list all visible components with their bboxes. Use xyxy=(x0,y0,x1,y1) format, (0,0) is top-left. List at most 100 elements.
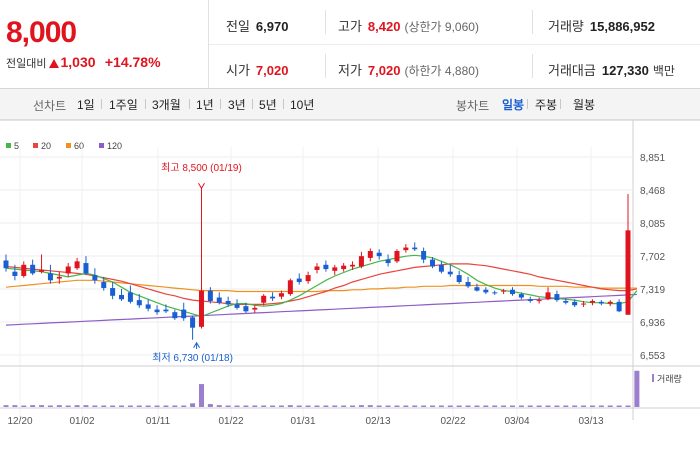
volume-bar xyxy=(65,405,71,407)
period-3y[interactable]: 3년 xyxy=(228,98,246,112)
volume-bar xyxy=(509,405,515,407)
y-tick-label: 8,468 xyxy=(640,186,665,197)
volume-bar xyxy=(358,405,364,407)
candle-body xyxy=(394,251,400,262)
volume-bar xyxy=(625,405,631,407)
period-weekly[interactable]: 주봉 xyxy=(535,98,558,112)
candle-body xyxy=(350,264,356,267)
amount-value: 127,330 xyxy=(601,63,649,78)
volume-bar xyxy=(492,405,498,407)
candle-body xyxy=(172,312,178,319)
candle-body xyxy=(589,300,595,303)
candle-body xyxy=(421,251,427,260)
high-stat: 고가 8,420 (상한가 9,060) xyxy=(338,16,479,35)
volume-bar xyxy=(430,405,436,407)
period-daily[interactable]: 일봉 xyxy=(502,98,525,112)
divider xyxy=(209,44,700,45)
line-chart-label: 선차트 xyxy=(33,99,67,113)
open-value: 7,020 xyxy=(255,63,289,78)
legend-label-20: 20 xyxy=(41,141,51,151)
candle-body xyxy=(545,292,551,300)
candle-body xyxy=(376,252,382,257)
candle-body xyxy=(21,264,27,276)
candle-body xyxy=(181,309,187,319)
x-axis: 12/20 01/02 01/11 01/22 01/31 02/13 02/22 03/04… xyxy=(7,416,603,427)
volume-bar xyxy=(305,405,311,407)
volume-bar xyxy=(110,405,116,407)
candle-body xyxy=(243,306,249,312)
volume-bar xyxy=(287,405,293,407)
ma60-line xyxy=(5,279,637,293)
divider xyxy=(325,54,326,78)
x-tick-label: 01/31 xyxy=(290,416,315,427)
volume-bar xyxy=(39,405,45,407)
period-1d[interactable]: 1일 xyxy=(77,98,95,112)
candle-body xyxy=(47,273,53,281)
change-label: 전일대비 xyxy=(6,58,47,70)
price-chart[interactable]: 5 20 60 120 8,851 8,468 8,085 7,702 7,319 6,936 6… xyxy=(0,120,700,450)
upper-limit: (상한가 9,060) xyxy=(404,20,479,34)
ma20-line xyxy=(5,263,638,305)
volume-bar xyxy=(341,405,347,407)
divider xyxy=(527,99,528,109)
volume-bar xyxy=(554,405,560,407)
y-tick-label: 6,936 xyxy=(640,318,665,329)
y-tick-label: 7,702 xyxy=(640,252,665,263)
candle-body xyxy=(474,287,480,291)
candle-body xyxy=(509,289,515,295)
volume-bar xyxy=(278,405,284,407)
candle-body xyxy=(598,301,604,304)
volume-bar xyxy=(314,405,320,407)
candle-body xyxy=(198,290,204,327)
period-monthly[interactable]: 월봉 xyxy=(573,98,596,112)
period-1y[interactable]: 1년 xyxy=(196,98,214,112)
candle-body xyxy=(456,275,462,283)
candle-body xyxy=(323,264,329,270)
volume-bar xyxy=(634,370,640,407)
candle-body xyxy=(92,275,98,281)
candle-body xyxy=(492,292,498,294)
volume-bar xyxy=(270,405,276,407)
volume-bar xyxy=(243,405,249,407)
y-tick-label: 8,851 xyxy=(640,153,665,164)
divider xyxy=(252,99,253,109)
candle-body xyxy=(234,304,240,308)
divider xyxy=(145,99,146,109)
volume-bar xyxy=(447,405,453,407)
volume-value: 15,886,952 xyxy=(589,19,655,34)
candle-body xyxy=(110,288,116,296)
volume-bar xyxy=(296,405,302,407)
volume-bar xyxy=(190,403,196,407)
candle-body xyxy=(501,290,507,292)
period-10y[interactable]: 10년 xyxy=(290,98,315,112)
amount-label: 거래대금 xyxy=(548,63,596,78)
change-percent: +14.78% xyxy=(104,54,161,70)
y-tick-label: 7,319 xyxy=(640,285,665,296)
divider xyxy=(560,99,561,109)
legend-label-5: 5 xyxy=(14,141,19,151)
candle-body xyxy=(385,259,391,264)
legend-swatch-5 xyxy=(6,143,11,148)
low-label: 저가 xyxy=(338,63,362,78)
candle-body xyxy=(430,259,436,267)
candle-body xyxy=(572,301,578,306)
volume-bar xyxy=(47,405,53,407)
candle-body xyxy=(163,309,169,312)
candle-body xyxy=(403,247,409,251)
candle-body xyxy=(305,275,311,282)
period-5y[interactable]: 5년 xyxy=(259,98,277,112)
legend-swatch-20 xyxy=(33,143,38,148)
quote-summary: 8,000 전일대비 1,030 +14.78% 전일 6,970 고가 8,420(… xyxy=(0,0,700,89)
x-tick-label: 01/02 xyxy=(69,416,94,427)
period-1w[interactable]: 1주일 xyxy=(109,98,138,112)
divider xyxy=(220,99,221,109)
volume-bar xyxy=(181,405,187,407)
candle-body xyxy=(536,300,542,302)
amount-stat: 거래대금 127,330 백만 xyxy=(548,60,675,79)
candle-body xyxy=(314,266,320,270)
divider xyxy=(532,10,533,34)
volume-bar xyxy=(252,405,258,407)
period-3m[interactable]: 3개월 xyxy=(152,98,181,112)
volume-bar xyxy=(119,405,125,407)
volume-legend-label: 거래량 xyxy=(657,373,682,384)
